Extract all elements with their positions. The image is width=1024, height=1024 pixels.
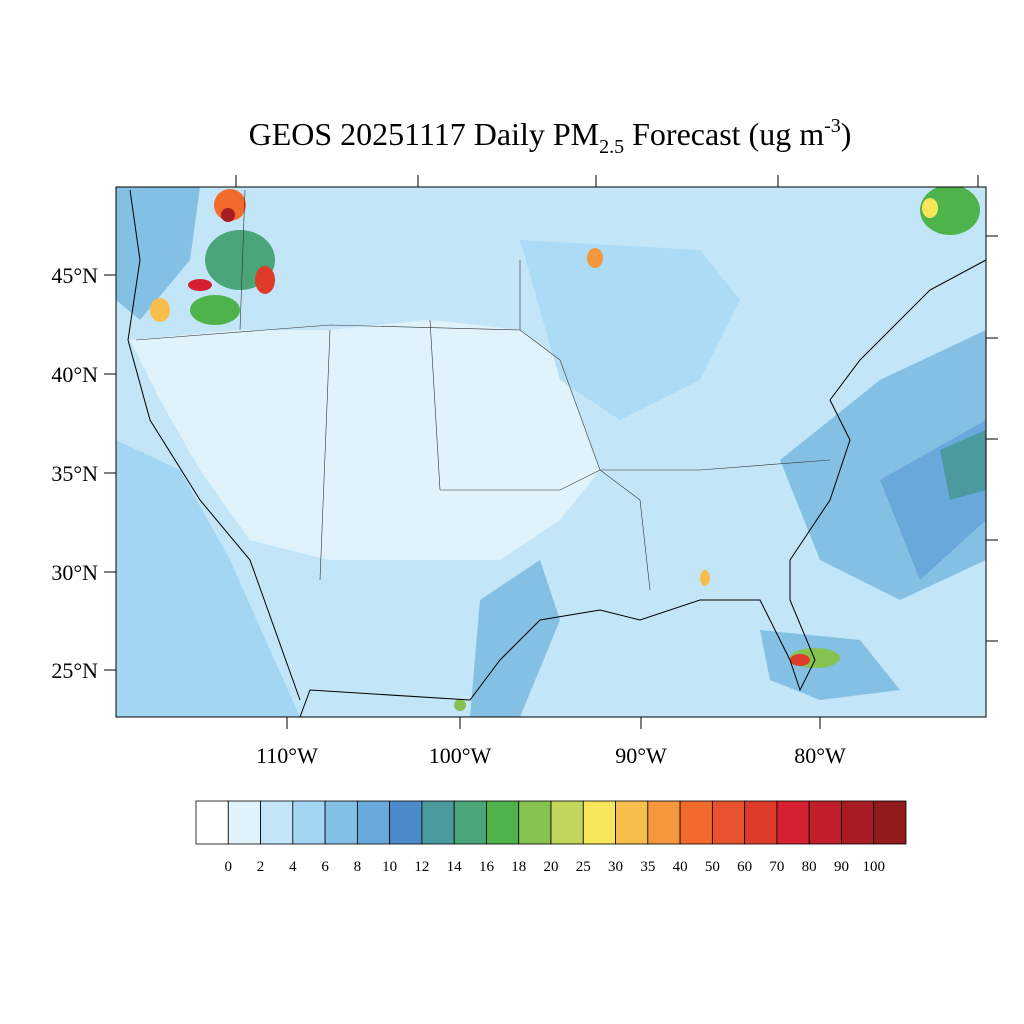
title-end: ) xyxy=(841,116,852,152)
title-sup: -3 xyxy=(824,115,841,137)
map-frame xyxy=(115,186,987,718)
colorbar-label: 8 xyxy=(354,859,362,875)
colorbar-box xyxy=(324,800,358,845)
colorbar-box xyxy=(582,800,616,845)
colorbar-box xyxy=(615,800,649,845)
colorbar-box xyxy=(227,800,261,845)
lon-label: 100°W xyxy=(429,743,492,768)
colorbar-label: 50 xyxy=(705,859,720,875)
map-field xyxy=(116,187,986,717)
colorbar-label: 10 xyxy=(382,859,397,875)
title-sub: 2.5 xyxy=(599,136,624,158)
colorbar-box xyxy=(808,800,842,845)
colorbar-label: 16 xyxy=(479,859,495,875)
colorbar-box xyxy=(195,800,229,845)
colorbar-label: 70 xyxy=(769,859,784,875)
colorbar-box xyxy=(776,800,810,845)
title: GEOS 20251117 Daily PM2.5 Forecast (ug m… xyxy=(249,115,852,158)
colorbar-label: 25 xyxy=(576,859,591,875)
frame-ticks xyxy=(104,175,998,729)
colorbar-label: 60 xyxy=(737,859,752,875)
colorbar-box xyxy=(292,800,326,845)
colorbar-box xyxy=(550,800,584,845)
colorbar-label: 4 xyxy=(289,859,297,875)
colorbar-label: 14 xyxy=(447,859,463,875)
title-main: GEOS 20251117 Daily PM xyxy=(249,116,600,152)
colorbar-label: 80 xyxy=(802,859,817,875)
lat-label: 30°N xyxy=(51,560,98,585)
colorbar-label: 2 xyxy=(257,859,265,875)
colorbar-box xyxy=(679,800,713,845)
colorbar-box xyxy=(421,800,455,845)
colorbar-box xyxy=(389,800,423,845)
colorbar-box xyxy=(841,800,875,845)
colorbar-label: 90 xyxy=(834,859,849,875)
colorbar-label: 35 xyxy=(640,859,655,875)
lat-label: 25°N xyxy=(51,658,98,683)
lat-label: 40°N xyxy=(51,362,98,387)
colorbar-box xyxy=(873,800,907,845)
colorbar-box xyxy=(260,800,294,845)
colorbar-box xyxy=(744,800,778,845)
lon-label: 80°W xyxy=(794,743,846,768)
colorbar-label: 40 xyxy=(673,859,688,875)
colorbar-label: 100 xyxy=(862,859,885,875)
colorbar-label: 6 xyxy=(321,859,329,875)
title-mid: Forecast (ug m xyxy=(624,116,824,152)
colorbar-label: 18 xyxy=(511,859,526,875)
colorbar-box xyxy=(518,800,552,845)
colorbar-label: 30 xyxy=(608,859,623,875)
lat-label: 35°N xyxy=(51,461,98,486)
colorbar-box xyxy=(647,800,681,845)
colorbar: 0 2 4 6 8 10 12 14 16 18 20 25 30 35 40 50 60 70 80 90 100 xyxy=(195,800,907,875)
lat-label: 45°N xyxy=(51,263,98,288)
colorbar-box xyxy=(356,800,391,845)
lon-label: 110°W xyxy=(256,743,318,768)
lon-label: 90°W xyxy=(615,743,667,768)
colorbar-label: 12 xyxy=(414,859,429,875)
colorbar-box xyxy=(453,800,487,845)
colorbar-label: 0 xyxy=(225,859,233,875)
colorbar-box xyxy=(711,800,746,845)
colorbar-box xyxy=(486,800,520,845)
colorbar-label: 20 xyxy=(544,859,559,875)
